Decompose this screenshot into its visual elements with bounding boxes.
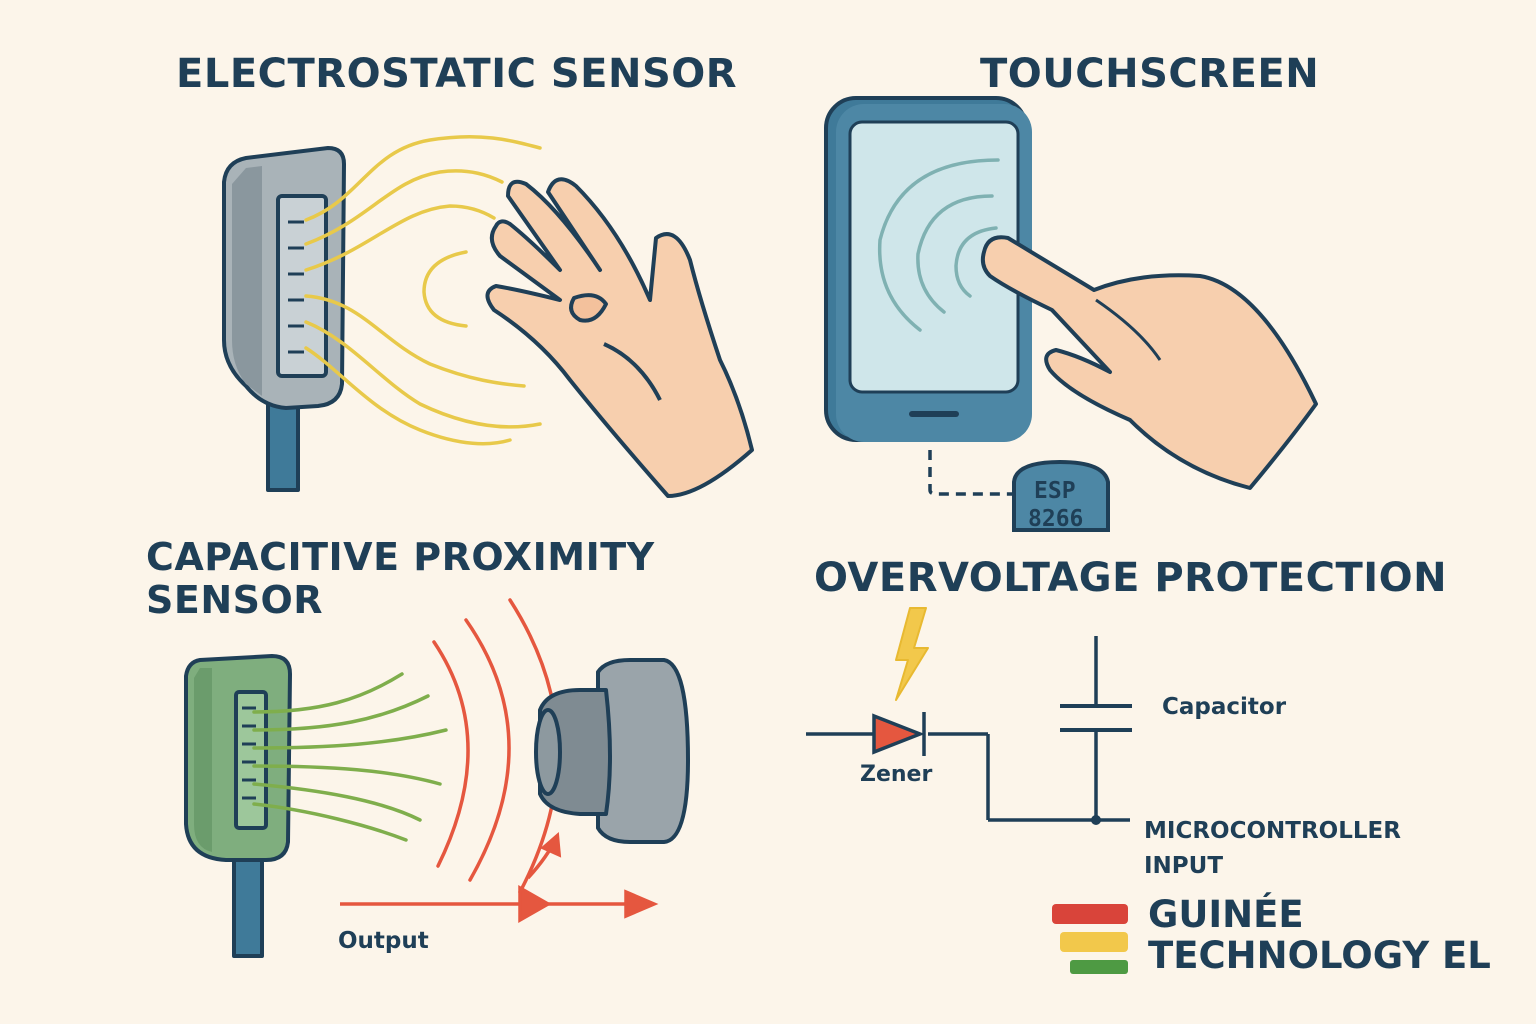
- mcu-label-line2: INPUT: [1144, 852, 1224, 879]
- zener-label: Zener: [860, 762, 933, 787]
- esp-connection: [928, 450, 1016, 496]
- circuit-wires: [806, 636, 1130, 822]
- electrostatic-sensor-device: [222, 146, 346, 492]
- brand-name: GUINÉE TECHNOLOGY EL: [1148, 894, 1491, 977]
- capacitor-label: Capacitor: [1162, 694, 1287, 720]
- capacitive-title-line2: SENSOR: [146, 577, 324, 622]
- brand-logo-stripes: [1052, 904, 1128, 974]
- electrostatic-sensor-title: ELECTROSTATIC SENSOR: [176, 51, 738, 97]
- capacitive-field-lines: [252, 672, 448, 842]
- esp-chip-label-line1: ESP: [1034, 478, 1076, 504]
- capacitor-icon: [1060, 704, 1132, 732]
- microcontroller-input-label: MICROCONTROLLER INPUT: [1144, 814, 1464, 883]
- finger-touch-icon: [980, 235, 1318, 490]
- capacitive-title-line1: CAPACITIVE PROXIMITY: [146, 535, 655, 579]
- capacitive-sensor-device: [184, 654, 292, 958]
- output-signal-arrow: [340, 831, 659, 924]
- brand-line2: TECHNOLOGY EL: [1148, 934, 1491, 978]
- circuit-junction-dot: [1091, 815, 1101, 825]
- mcu-label-line1: MICROCONTROLLER: [1144, 818, 1401, 844]
- capacitive-proximity-title: CAPACITIVE PROXIMITY SENSOR: [146, 536, 655, 621]
- phone-device: [824, 96, 1032, 442]
- esp8266-chip: [1012, 459, 1110, 532]
- esp-chip-label-line2: 8266: [1028, 506, 1084, 532]
- brand-line1: GUINÉE: [1148, 893, 1304, 936]
- touchscreen-title: TOUCHSCREEN: [980, 51, 1320, 97]
- overvoltage-protection-title: OVERVOLTAGE PROTECTION: [814, 555, 1448, 601]
- touch-ripple-lines: [877, 158, 1000, 332]
- hand-icon: [485, 177, 754, 498]
- electrostatic-field-lines: [304, 134, 542, 446]
- target-object: [534, 658, 690, 844]
- lightning-icon: [895, 607, 929, 701]
- output-label: Output: [338, 928, 429, 954]
- zener-diode-icon: [872, 712, 926, 756]
